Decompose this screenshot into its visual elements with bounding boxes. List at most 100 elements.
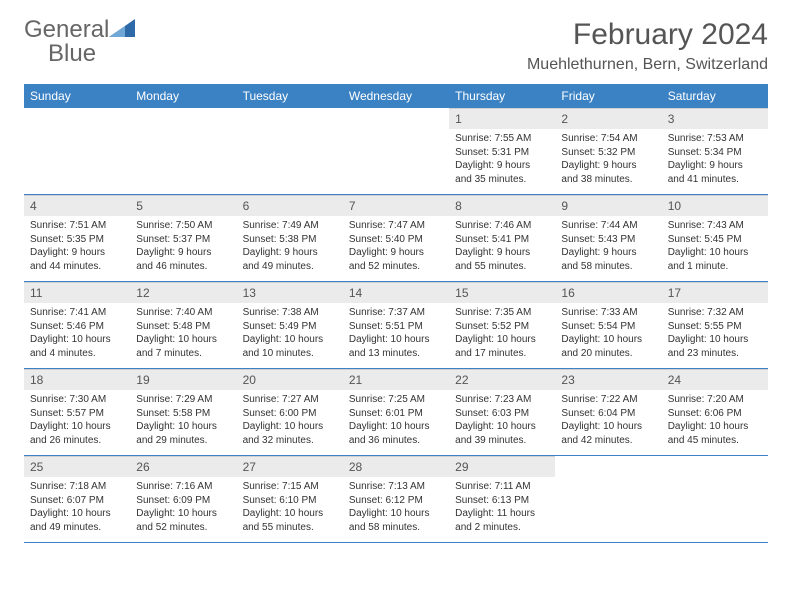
daylight-text: Daylight: 9 hours and 52 minutes. xyxy=(349,246,443,273)
logo-triangle-icon xyxy=(109,19,135,42)
daylight-text: Daylight: 10 hours and 10 minutes. xyxy=(243,333,337,360)
sunrise-text: Sunrise: 7:20 AM xyxy=(668,393,762,407)
day-body: Sunrise: 7:32 AMSunset: 5:55 PMDaylight:… xyxy=(662,303,768,366)
calendar-week: 11Sunrise: 7:41 AMSunset: 5:46 PMDayligh… xyxy=(24,282,768,369)
sunrise-text: Sunrise: 7:51 AM xyxy=(30,219,124,233)
sunset-text: Sunset: 5:38 PM xyxy=(243,233,337,247)
calendar-day: 9Sunrise: 7:44 AMSunset: 5:43 PMDaylight… xyxy=(555,195,661,281)
day-body: Sunrise: 7:49 AMSunset: 5:38 PMDaylight:… xyxy=(237,216,343,279)
sunrise-text: Sunrise: 7:22 AM xyxy=(561,393,655,407)
day-number: 7 xyxy=(343,195,449,216)
sunset-text: Sunset: 6:04 PM xyxy=(561,407,655,421)
day-number: 17 xyxy=(662,282,768,303)
sunset-text: Sunset: 5:40 PM xyxy=(349,233,443,247)
sunrise-text: Sunrise: 7:38 AM xyxy=(243,306,337,320)
header: General Blue February 2024 Muehlethurnen… xyxy=(24,18,768,74)
sunset-text: Sunset: 5:37 PM xyxy=(136,233,230,247)
daylight-text: Daylight: 9 hours and 55 minutes. xyxy=(455,246,549,273)
calendar-day: 10Sunrise: 7:43 AMSunset: 5:45 PMDayligh… xyxy=(662,195,768,281)
daylight-text: Daylight: 10 hours and 7 minutes. xyxy=(136,333,230,360)
calendar-week: 4Sunrise: 7:51 AMSunset: 5:35 PMDaylight… xyxy=(24,195,768,282)
day-number: 11 xyxy=(24,282,130,303)
daylight-text: Daylight: 9 hours and 49 minutes. xyxy=(243,246,337,273)
daylight-text: Daylight: 10 hours and 32 minutes. xyxy=(243,420,337,447)
calendar-day-empty xyxy=(555,456,661,542)
day-number: 14 xyxy=(343,282,449,303)
daylight-text: Daylight: 9 hours and 44 minutes. xyxy=(30,246,124,273)
logo: General Blue xyxy=(24,18,135,66)
weekday-label: Monday xyxy=(130,84,236,108)
daylight-text: Daylight: 10 hours and 42 minutes. xyxy=(561,420,655,447)
sunset-text: Sunset: 5:46 PM xyxy=(30,320,124,334)
calendar-day-empty xyxy=(24,108,130,194)
day-body: Sunrise: 7:30 AMSunset: 5:57 PMDaylight:… xyxy=(24,390,130,453)
day-number: 6 xyxy=(237,195,343,216)
daylight-text: Daylight: 10 hours and 52 minutes. xyxy=(136,507,230,534)
day-body: Sunrise: 7:16 AMSunset: 6:09 PMDaylight:… xyxy=(130,477,236,540)
sunrise-text: Sunrise: 7:43 AM xyxy=(668,219,762,233)
daylight-text: Daylight: 10 hours and 23 minutes. xyxy=(668,333,762,360)
daylight-text: Daylight: 9 hours and 38 minutes. xyxy=(561,159,655,186)
calendar-day: 19Sunrise: 7:29 AMSunset: 5:58 PMDayligh… xyxy=(130,369,236,455)
daylight-text: Daylight: 10 hours and 17 minutes. xyxy=(455,333,549,360)
sunrise-text: Sunrise: 7:13 AM xyxy=(349,480,443,494)
day-number: 8 xyxy=(449,195,555,216)
weekday-label: Saturday xyxy=(662,84,768,108)
sunrise-text: Sunrise: 7:11 AM xyxy=(455,480,549,494)
calendar-day: 2Sunrise: 7:54 AMSunset: 5:32 PMDaylight… xyxy=(555,108,661,194)
day-body: Sunrise: 7:46 AMSunset: 5:41 PMDaylight:… xyxy=(449,216,555,279)
calendar-day: 17Sunrise: 7:32 AMSunset: 5:55 PMDayligh… xyxy=(662,282,768,368)
day-number: 21 xyxy=(343,369,449,390)
sunrise-text: Sunrise: 7:32 AM xyxy=(668,306,762,320)
day-number: 28 xyxy=(343,456,449,477)
sunset-text: Sunset: 5:34 PM xyxy=(668,146,762,160)
day-body: Sunrise: 7:33 AMSunset: 5:54 PMDaylight:… xyxy=(555,303,661,366)
calendar-day: 24Sunrise: 7:20 AMSunset: 6:06 PMDayligh… xyxy=(662,369,768,455)
day-number: 24 xyxy=(662,369,768,390)
sunrise-text: Sunrise: 7:53 AM xyxy=(668,132,762,146)
sunset-text: Sunset: 6:00 PM xyxy=(243,407,337,421)
calendar-week: 25Sunrise: 7:18 AMSunset: 6:07 PMDayligh… xyxy=(24,456,768,543)
sunset-text: Sunset: 6:01 PM xyxy=(349,407,443,421)
calendar-day: 5Sunrise: 7:50 AMSunset: 5:37 PMDaylight… xyxy=(130,195,236,281)
calendar-day-empty xyxy=(130,108,236,194)
daylight-text: Daylight: 10 hours and 36 minutes. xyxy=(349,420,443,447)
day-number: 26 xyxy=(130,456,236,477)
sunset-text: Sunset: 5:32 PM xyxy=(561,146,655,160)
location-text: Muehlethurnen, Bern, Switzerland xyxy=(527,56,768,74)
day-number: 16 xyxy=(555,282,661,303)
day-number: 25 xyxy=(24,456,130,477)
day-body: Sunrise: 7:23 AMSunset: 6:03 PMDaylight:… xyxy=(449,390,555,453)
sunset-text: Sunset: 5:35 PM xyxy=(30,233,124,247)
daylight-text: Daylight: 10 hours and 58 minutes. xyxy=(349,507,443,534)
sunset-text: Sunset: 5:43 PM xyxy=(561,233,655,247)
daylight-text: Daylight: 10 hours and 39 minutes. xyxy=(455,420,549,447)
day-number: 13 xyxy=(237,282,343,303)
calendar-day: 6Sunrise: 7:49 AMSunset: 5:38 PMDaylight… xyxy=(237,195,343,281)
weekday-label: Tuesday xyxy=(237,84,343,108)
day-body: Sunrise: 7:37 AMSunset: 5:51 PMDaylight:… xyxy=(343,303,449,366)
calendar-day: 29Sunrise: 7:11 AMSunset: 6:13 PMDayligh… xyxy=(449,456,555,542)
sunrise-text: Sunrise: 7:25 AM xyxy=(349,393,443,407)
daylight-text: Daylight: 10 hours and 29 minutes. xyxy=(136,420,230,447)
calendar-day: 18Sunrise: 7:30 AMSunset: 5:57 PMDayligh… xyxy=(24,369,130,455)
weekday-label: Friday xyxy=(555,84,661,108)
day-body: Sunrise: 7:35 AMSunset: 5:52 PMDaylight:… xyxy=(449,303,555,366)
daylight-text: Daylight: 10 hours and 45 minutes. xyxy=(668,420,762,447)
day-body: Sunrise: 7:27 AMSunset: 6:00 PMDaylight:… xyxy=(237,390,343,453)
logo-text-blue: Blue xyxy=(48,40,96,67)
calendar-day: 25Sunrise: 7:18 AMSunset: 6:07 PMDayligh… xyxy=(24,456,130,542)
weekday-label: Sunday xyxy=(24,84,130,108)
day-body: Sunrise: 7:44 AMSunset: 5:43 PMDaylight:… xyxy=(555,216,661,279)
sunset-text: Sunset: 6:12 PM xyxy=(349,494,443,508)
day-body: Sunrise: 7:25 AMSunset: 6:01 PMDaylight:… xyxy=(343,390,449,453)
sunset-text: Sunset: 6:13 PM xyxy=(455,494,549,508)
sunrise-text: Sunrise: 7:40 AM xyxy=(136,306,230,320)
calendar-day: 1Sunrise: 7:55 AMSunset: 5:31 PMDaylight… xyxy=(449,108,555,194)
daylight-text: Daylight: 10 hours and 13 minutes. xyxy=(349,333,443,360)
day-body: Sunrise: 7:11 AMSunset: 6:13 PMDaylight:… xyxy=(449,477,555,540)
calendar-day: 15Sunrise: 7:35 AMSunset: 5:52 PMDayligh… xyxy=(449,282,555,368)
calendar-day: 26Sunrise: 7:16 AMSunset: 6:09 PMDayligh… xyxy=(130,456,236,542)
day-number: 12 xyxy=(130,282,236,303)
day-body: Sunrise: 7:29 AMSunset: 5:58 PMDaylight:… xyxy=(130,390,236,453)
